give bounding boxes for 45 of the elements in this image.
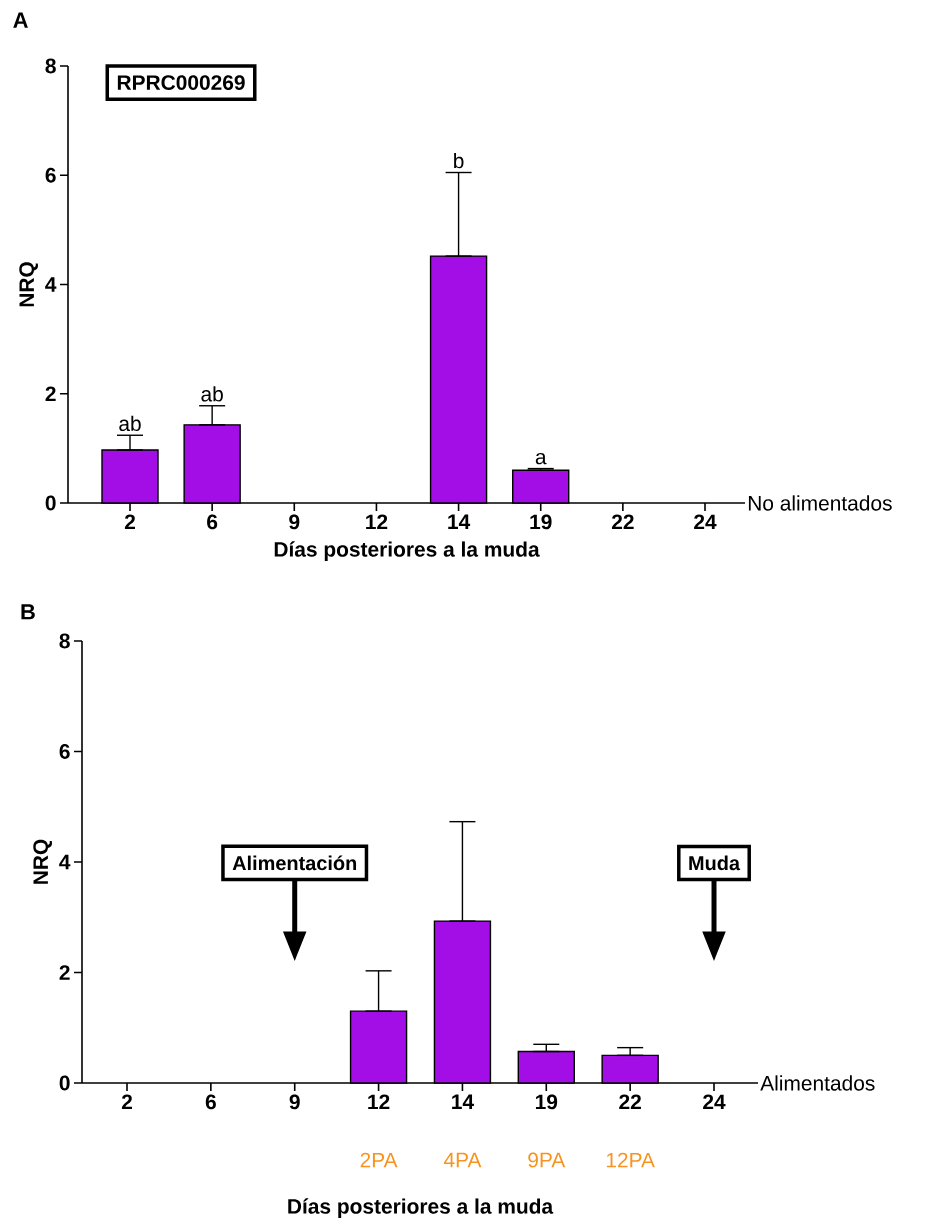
- x-tick-label: 22: [611, 514, 634, 530]
- y-tick-label: 6: [59, 744, 70, 759]
- text: No alimentados: [748, 495, 892, 511]
- y-tick-label: 6: [45, 167, 56, 183]
- text: 9PA: [528, 1152, 566, 1168]
- y-tick-label: 2: [45, 386, 56, 402]
- x-tick-label: 24: [703, 1094, 726, 1110]
- y-tick-label: 8: [59, 633, 70, 649]
- x-tick-label: 14: [452, 1094, 474, 1109]
- y-tick-label: 4: [45, 277, 57, 292]
- text: 12PA: [606, 1152, 655, 1168]
- annotation: b: [454, 152, 464, 169]
- y-tick-label: 0: [45, 495, 56, 511]
- y-tick-label: 2: [59, 965, 70, 980]
- x-tick-label: 9: [289, 514, 300, 530]
- x-tick-label: 6: [205, 1094, 216, 1110]
- text: 4PA: [443, 1152, 482, 1168]
- y-tick-label: 4: [59, 854, 71, 870]
- x-tick-label: 22: [619, 1094, 641, 1110]
- annotation: a: [535, 452, 547, 465]
- text: Alimentados: [760, 1075, 875, 1091]
- x-tick-label: 19: [530, 514, 552, 530]
- y-tick-label: 0: [59, 1075, 70, 1091]
- chart-title: A: [13, 12, 28, 28]
- x-tick-label: 9: [289, 1094, 300, 1110]
- x-tick-label: 12: [368, 1094, 390, 1110]
- text: 2PA: [360, 1152, 398, 1168]
- chart-title: B: [21, 604, 35, 620]
- x-tick-label: 14: [448, 514, 471, 529]
- x-tick-label: 2: [121, 1094, 132, 1110]
- y-axis-title: NRQ: [33, 839, 52, 884]
- annotation: Alimentación: [232, 855, 357, 871]
- annotation: ab: [201, 386, 223, 402]
- x-tick-label: 2: [124, 514, 135, 530]
- x-tick-label: 24: [694, 514, 717, 530]
- x-tick-label: 6: [207, 514, 218, 530]
- x-tick-label: 12: [366, 514, 388, 530]
- annotation: RPRC000269: [117, 75, 245, 90]
- annotation: Muda: [689, 855, 741, 871]
- y-axis-title: NRQ: [19, 262, 38, 307]
- annotation: ab: [119, 415, 141, 432]
- x-axis-title: Días posteriores a la muda: [288, 1198, 554, 1218]
- x-axis-title: Días posteriores a la muda: [274, 541, 540, 561]
- x-tick-label: 19: [535, 1094, 558, 1110]
- y-tick-label: 8: [45, 58, 56, 74]
